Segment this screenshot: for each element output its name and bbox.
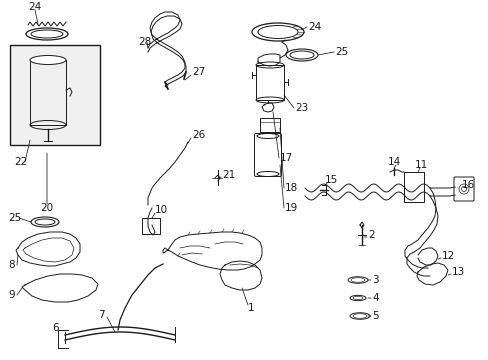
Text: 26: 26	[192, 130, 205, 140]
Bar	[30, 60, 66, 125]
Text: 21: 21	[222, 170, 235, 180]
Text: 12: 12	[441, 251, 454, 261]
Text: 3: 3	[371, 275, 378, 285]
Text: 5: 5	[371, 311, 378, 321]
Text: 27: 27	[192, 67, 205, 77]
Ellipse shape	[30, 55, 66, 64]
Text: 25: 25	[8, 213, 21, 223]
Text: 14: 14	[387, 157, 401, 167]
Text: 1: 1	[247, 303, 254, 313]
Bar	[10, 45, 100, 145]
Text: 13: 13	[451, 267, 464, 277]
Text: 6: 6	[52, 323, 59, 333]
Text: 24: 24	[307, 22, 321, 32]
Text: 9: 9	[8, 290, 15, 300]
Bar	[403, 172, 423, 202]
Text: 8: 8	[8, 260, 15, 270]
Text: 10: 10	[155, 205, 168, 215]
Bar	[260, 118, 280, 132]
Text: 22: 22	[14, 157, 27, 167]
Bar	[256, 65, 284, 100]
Text: 24: 24	[28, 2, 41, 12]
Text: 16: 16	[461, 180, 474, 190]
Text: 20: 20	[41, 203, 54, 213]
Text: 11: 11	[414, 160, 427, 170]
Text: 23: 23	[294, 103, 307, 113]
Text: 17: 17	[280, 153, 293, 163]
Text: 18: 18	[285, 183, 298, 193]
Text: 28: 28	[138, 37, 151, 47]
Bar	[142, 218, 160, 234]
Text: 19: 19	[285, 203, 298, 213]
Text: 25: 25	[334, 47, 347, 57]
Text: 15: 15	[325, 175, 338, 185]
Text: 2: 2	[367, 230, 374, 240]
Text: 4: 4	[371, 293, 378, 303]
Text: 7: 7	[98, 310, 104, 320]
